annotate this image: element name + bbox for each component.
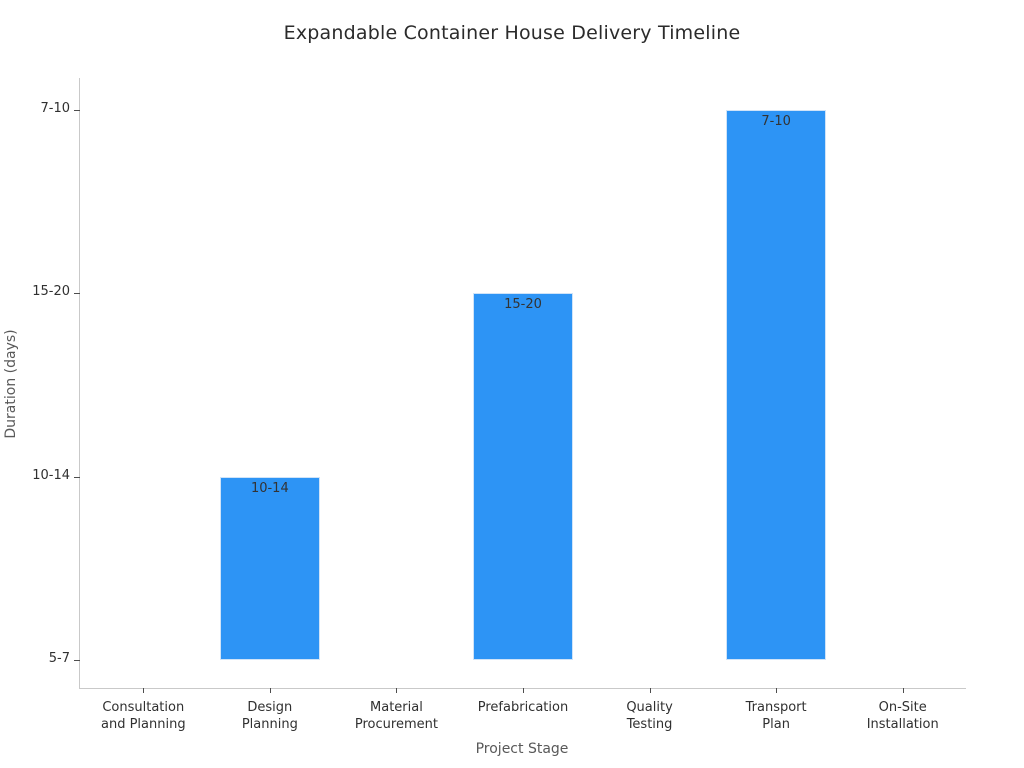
x-tick-mark: [269, 688, 271, 693]
x-tick-mark: [902, 688, 904, 693]
x-axis-label: Project Stage: [475, 741, 569, 757]
y-tick-label: 5-7: [48, 651, 70, 666]
y-tick-label: 15-20: [32, 284, 70, 300]
bar: 15-20: [473, 293, 573, 660]
bar: 10-14: [219, 476, 320, 660]
bar-value-label: 15-20: [504, 297, 542, 313]
bar: 7-10: [726, 110, 827, 660]
y-tick-label: 10-14: [32, 467, 70, 483]
bar-value-label: 10-14: [250, 480, 289, 496]
x-tick-mark: [523, 688, 524, 693]
y-axis-label: Duration (days): [3, 329, 19, 439]
x-tick-label: Consultation and Planning: [100, 700, 186, 732]
plot-area: 5-7 10-14 15-20 7-10 Consultation and Planni…: [32, 78, 966, 732]
x-tick-label: Quality Testing: [626, 700, 673, 732]
bar-value-label: 7-10: [761, 114, 791, 129]
y-tick-mark: [74, 660, 80, 661]
x-tick-label: Material Procurement: [354, 700, 438, 732]
x-tick-mark: [396, 688, 398, 693]
x-tick-label: Prefabrication: [477, 700, 569, 715]
chart-title: Expandable Container House Delivery Time…: [283, 22, 741, 44]
x-tick-mark: [143, 688, 145, 693]
x-tick-mark: [776, 688, 778, 693]
y-tick-mark: [74, 293, 80, 295]
x-tick-label: Design Planning: [241, 700, 298, 732]
x-tick-mark: [649, 688, 651, 693]
y-tick-label: 7-10: [40, 101, 70, 116]
x-tick-label: On-Site Installation: [866, 700, 939, 732]
y-tick-mark: [74, 110, 80, 111]
x-tick-label: Transport Plan: [745, 700, 807, 732]
y-tick-mark: [74, 476, 80, 478]
